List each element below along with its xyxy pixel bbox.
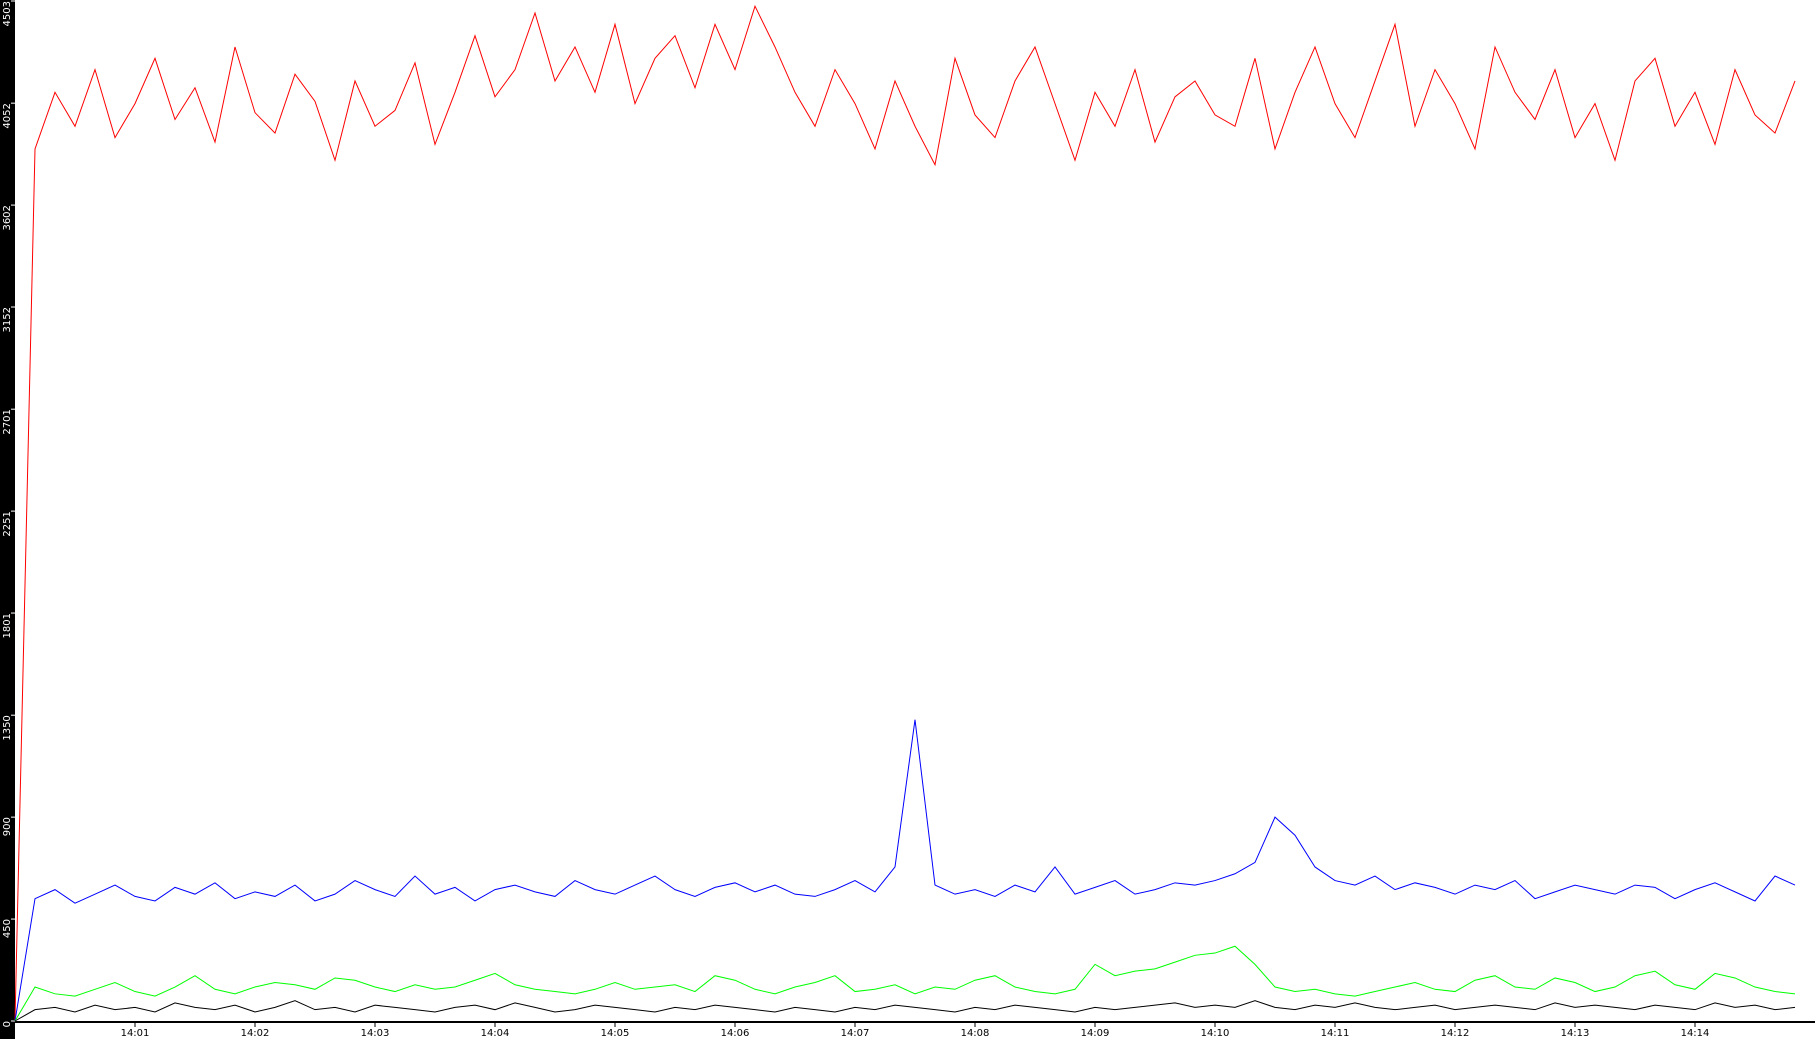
x-tick-label: 14:02 <box>241 1028 270 1039</box>
y-tick-label: 0 <box>2 1021 13 1027</box>
x-tick-label: 14:13 <box>1561 1028 1590 1039</box>
y-tick-label: 4503 <box>2 1 13 26</box>
y-tick-label: 2701 <box>2 409 13 434</box>
x-tick-label: 14:14 <box>1681 1028 1710 1039</box>
x-tick-label: 14:05 <box>601 1028 630 1039</box>
x-tick-label: 14:09 <box>1081 1028 1110 1039</box>
y-tick-label: 1350 <box>2 715 13 740</box>
y-tick-label: 1801 <box>2 613 13 638</box>
series-line <box>14 719 1796 1022</box>
x-tick-label: 14:03 <box>361 1028 390 1039</box>
x-tick-label: 14:10 <box>1201 1028 1230 1039</box>
x-tick-label: 14:08 <box>961 1028 990 1039</box>
series-line <box>14 1000 1796 1022</box>
x-tick-label: 14:01 <box>121 1028 150 1039</box>
y-tick-label: 2251 <box>2 511 13 536</box>
y-tick-label: 450 <box>2 919 13 938</box>
x-tick-label: 14:11 <box>1321 1028 1350 1039</box>
y-tick-label: 3602 <box>2 205 13 230</box>
y-axis-strip <box>0 0 15 1039</box>
y-tick-label: 900 <box>2 817 13 836</box>
x-tick-label: 14:06 <box>721 1028 750 1039</box>
series-line <box>14 945 1796 1022</box>
y-tick-label: 4052 <box>2 103 13 128</box>
x-tick-label: 14:12 <box>1441 1028 1470 1039</box>
y-tick-label: 3152 <box>2 307 13 332</box>
series-line <box>14 4 1796 1022</box>
x-tick-label: 14:07 <box>841 1028 870 1039</box>
x-tick-label: 14:04 <box>481 1028 510 1039</box>
